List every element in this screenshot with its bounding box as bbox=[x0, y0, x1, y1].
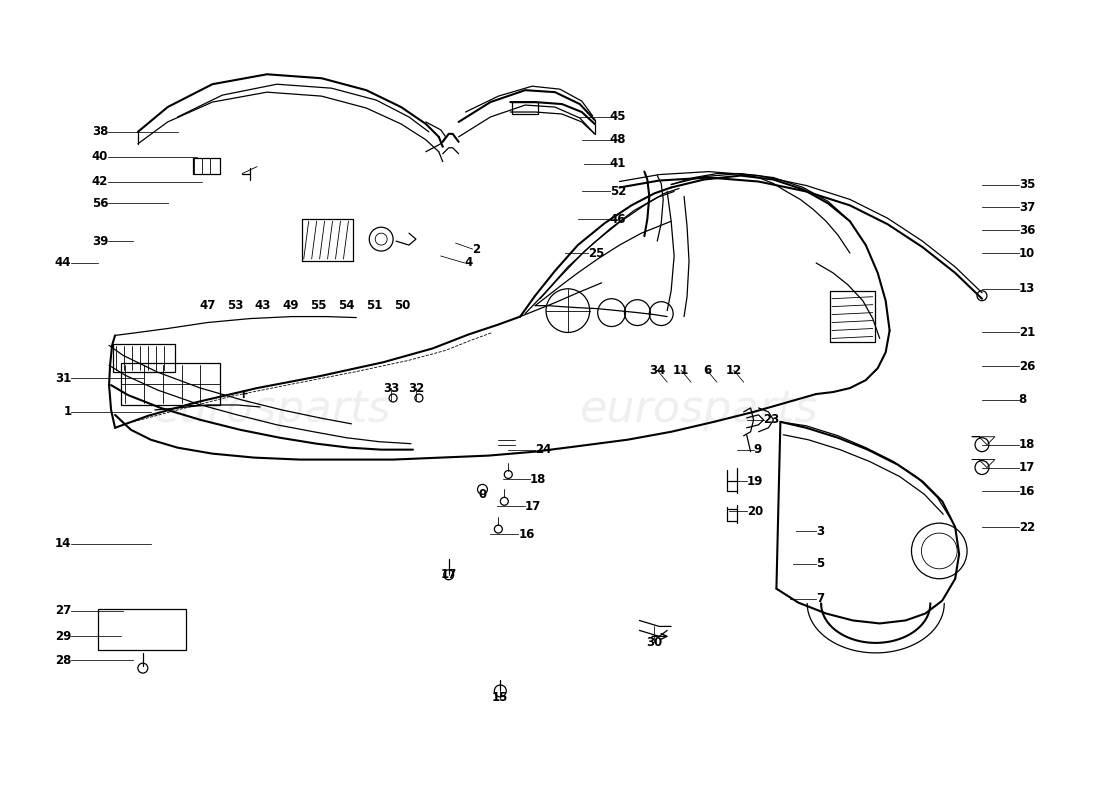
Text: 28: 28 bbox=[55, 654, 72, 666]
Text: 44: 44 bbox=[55, 257, 72, 270]
Text: 40: 40 bbox=[91, 150, 108, 163]
Text: 26: 26 bbox=[1019, 360, 1035, 373]
Text: 12: 12 bbox=[726, 364, 741, 377]
Text: 52: 52 bbox=[609, 185, 626, 198]
Text: 22: 22 bbox=[1019, 521, 1035, 534]
Text: 24: 24 bbox=[535, 443, 551, 456]
Text: 30: 30 bbox=[646, 636, 662, 649]
Text: 39: 39 bbox=[91, 234, 108, 248]
Text: 36: 36 bbox=[1019, 224, 1035, 237]
Text: 34: 34 bbox=[649, 364, 666, 377]
Text: 38: 38 bbox=[91, 126, 108, 138]
Text: 14: 14 bbox=[55, 538, 72, 550]
Text: 29: 29 bbox=[55, 630, 72, 643]
Text: 32: 32 bbox=[408, 382, 425, 394]
Text: 50: 50 bbox=[394, 298, 410, 312]
Text: 54: 54 bbox=[338, 298, 354, 312]
Text: 9: 9 bbox=[754, 443, 762, 456]
Text: 43: 43 bbox=[255, 298, 272, 312]
Text: 35: 35 bbox=[1019, 178, 1035, 191]
Text: 27: 27 bbox=[55, 604, 72, 617]
Text: eurosparts: eurosparts bbox=[153, 389, 392, 431]
Text: 47: 47 bbox=[199, 298, 216, 312]
Text: 53: 53 bbox=[227, 298, 243, 312]
Text: 6: 6 bbox=[703, 364, 711, 377]
Text: 51: 51 bbox=[366, 298, 383, 312]
Text: 13: 13 bbox=[1019, 282, 1035, 295]
Text: 45: 45 bbox=[609, 110, 626, 123]
Text: 17: 17 bbox=[1019, 461, 1035, 474]
Text: 18: 18 bbox=[1019, 438, 1035, 451]
FancyBboxPatch shape bbox=[121, 363, 220, 405]
Text: 49: 49 bbox=[283, 298, 299, 312]
Text: 31: 31 bbox=[55, 372, 72, 385]
Text: 0: 0 bbox=[478, 488, 486, 501]
Text: 18: 18 bbox=[530, 473, 547, 486]
FancyBboxPatch shape bbox=[98, 609, 186, 650]
Text: 17: 17 bbox=[441, 568, 456, 582]
Text: 4: 4 bbox=[464, 257, 473, 270]
Text: 16: 16 bbox=[518, 527, 535, 541]
Text: 41: 41 bbox=[609, 157, 626, 170]
Text: 48: 48 bbox=[609, 134, 626, 146]
Text: 2: 2 bbox=[473, 242, 481, 255]
Text: 23: 23 bbox=[763, 414, 780, 426]
Text: 7: 7 bbox=[816, 592, 824, 605]
Text: 15: 15 bbox=[492, 691, 508, 705]
Text: eurosparts: eurosparts bbox=[580, 389, 818, 431]
Text: 5: 5 bbox=[816, 558, 824, 570]
Text: 37: 37 bbox=[1019, 201, 1035, 214]
Text: 21: 21 bbox=[1019, 326, 1035, 339]
Text: 1: 1 bbox=[63, 406, 72, 418]
Text: F: F bbox=[241, 390, 248, 400]
Text: 16: 16 bbox=[1019, 485, 1035, 498]
Text: 17: 17 bbox=[525, 500, 541, 513]
Text: 42: 42 bbox=[91, 175, 108, 188]
Text: 19: 19 bbox=[747, 475, 763, 488]
Text: 11: 11 bbox=[673, 364, 690, 377]
Text: 20: 20 bbox=[747, 505, 763, 518]
Text: 56: 56 bbox=[91, 197, 108, 210]
Text: 3: 3 bbox=[816, 525, 824, 538]
Text: 8: 8 bbox=[1019, 394, 1027, 406]
Text: 55: 55 bbox=[310, 298, 327, 312]
Text: 33: 33 bbox=[383, 382, 399, 394]
Text: 46: 46 bbox=[609, 213, 626, 226]
Text: 10: 10 bbox=[1019, 246, 1035, 259]
Text: 25: 25 bbox=[587, 246, 604, 259]
